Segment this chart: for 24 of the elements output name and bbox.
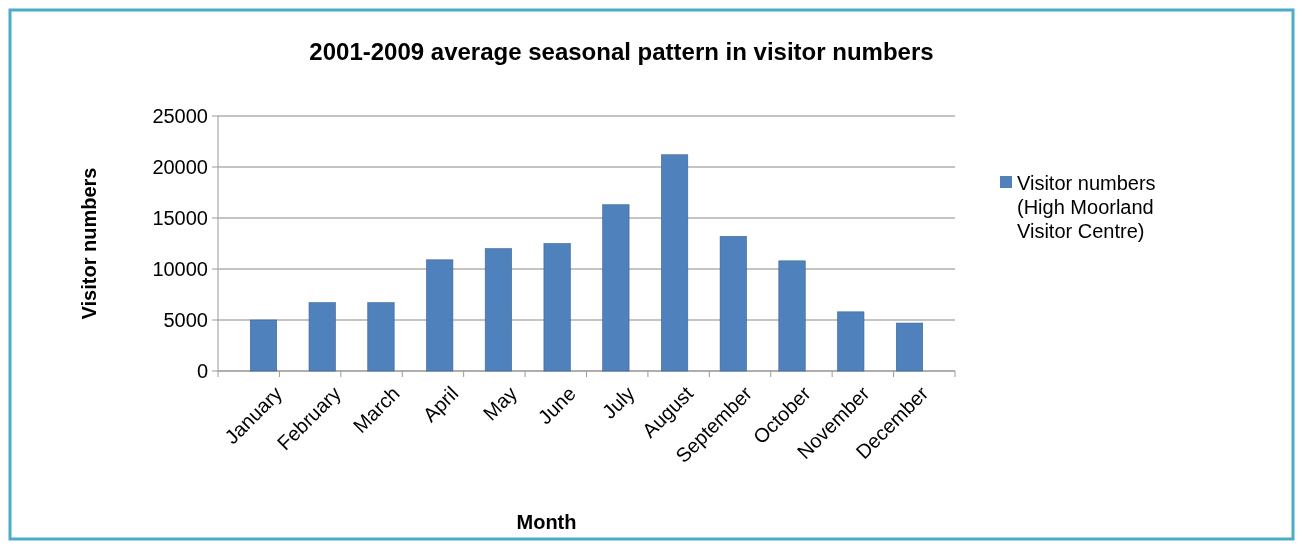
bar	[602, 204, 630, 372]
bar	[895, 322, 923, 372]
bar	[543, 243, 571, 372]
bar	[308, 302, 336, 372]
bar	[778, 260, 806, 372]
bar	[484, 248, 512, 372]
y-tick-label: 0	[196, 360, 208, 382]
y-tick-label: 15000	[152, 207, 208, 229]
y-tick-label: 25000	[152, 105, 208, 127]
y-axis-title: Visitor numbers	[78, 167, 100, 320]
bar	[426, 259, 454, 372]
bar	[367, 302, 395, 372]
bar	[719, 236, 747, 372]
y-tick-label: 10000	[152, 258, 208, 280]
y-tick-label: 20000	[152, 156, 208, 178]
y-tick-label: 5000	[163, 309, 208, 331]
bar	[837, 311, 865, 372]
bar	[250, 319, 278, 372]
legend-label: Visitor numbers (High Moorland Visitor Centre)	[1017, 172, 1156, 242]
chart-title: 2001-2009 average seasonal pattern in visitor numbers	[309, 38, 934, 65]
x-tick-label: May	[478, 382, 522, 425]
bar	[661, 154, 689, 372]
x-axis-title: Month	[516, 511, 577, 533]
x-tick-label: July	[597, 382, 639, 423]
